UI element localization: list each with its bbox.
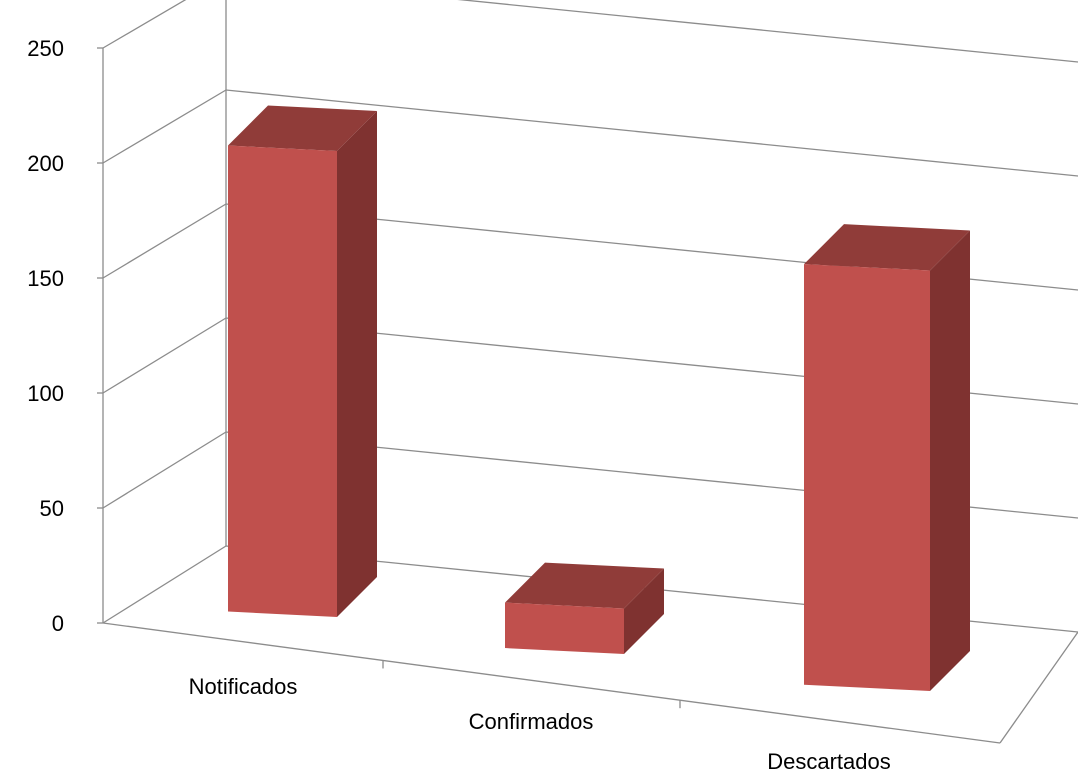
floor-right-edge xyxy=(1000,632,1078,743)
gridline-250 xyxy=(103,0,1078,62)
y-tick-label: 200 xyxy=(27,151,64,176)
bar-side xyxy=(930,230,970,691)
bar-front xyxy=(505,603,624,654)
y-tick-label: 100 xyxy=(27,381,64,406)
y-tick-label: 150 xyxy=(27,266,64,291)
bar-notificados xyxy=(228,106,377,617)
x-category-label: Confirmados xyxy=(469,709,594,734)
x-category-label: Notificados xyxy=(189,674,298,699)
labels: 0 50 100 150 200 250 Notificados Confirmados Des… xyxy=(27,36,890,774)
bar-side xyxy=(337,111,377,617)
bars xyxy=(228,106,970,691)
bar-front xyxy=(228,146,337,617)
y-tick-label: 0 xyxy=(52,611,64,636)
y-tick-label: 250 xyxy=(27,36,64,61)
bar-front xyxy=(804,264,930,691)
y-tick-label: 50 xyxy=(40,496,64,521)
x-category-label: Descartados xyxy=(767,749,891,774)
bar-descartados xyxy=(804,224,970,691)
